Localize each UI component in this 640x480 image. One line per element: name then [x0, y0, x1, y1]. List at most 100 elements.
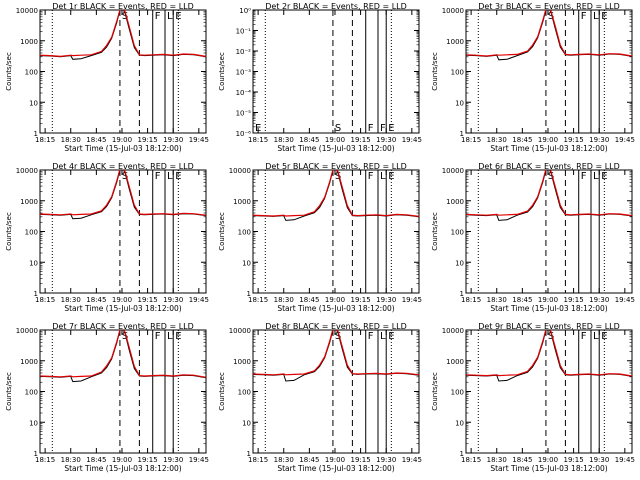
- x-tick-label: 18:15: [248, 296, 268, 304]
- x-axis-label: Start Time (15-Jul-03 18:12:00): [277, 144, 394, 153]
- x-tick-label: 19:45: [189, 456, 209, 464]
- x-tick-label: 19:15: [563, 136, 583, 144]
- marker-letter: E: [601, 11, 607, 22]
- y-tick-label: 1: [34, 290, 38, 298]
- marker-letter: F: [155, 331, 161, 342]
- lld-series-line: [466, 170, 632, 217]
- x-tick-label: 18:45: [512, 456, 532, 464]
- y-tick-label: 10⁻⁵: [236, 110, 252, 118]
- x-tick-label: 19:30: [163, 296, 183, 304]
- x-tick-label: 18:30: [61, 296, 81, 304]
- x-tick-label: 18:45: [299, 136, 319, 144]
- x-tick-label: 18:30: [487, 136, 507, 144]
- x-tick-label: 19:15: [563, 296, 583, 304]
- marker-letter: F: [155, 171, 161, 182]
- marker-letter: S: [335, 171, 341, 182]
- y-tick-label: 10000: [442, 327, 464, 335]
- y-tick-label: 1000: [20, 38, 38, 46]
- y-tick-label: 10000: [16, 7, 38, 15]
- x-tick-label: 19:15: [350, 296, 370, 304]
- panel-3: Det 3r BLACK = Events, RED = LLD 1 10 100 10…: [431, 2, 635, 153]
- x-tick-label: 18:15: [461, 136, 481, 144]
- x-tick-label: 19:00: [538, 456, 558, 464]
- panel-title: Det 6r BLACK = Events, RED = LLD: [478, 162, 620, 171]
- y-tick-label: 10: [455, 259, 464, 267]
- y-axis-label: Counts/sec: [218, 372, 226, 411]
- marker-letter: E: [175, 331, 181, 342]
- y-tick-label: 100: [238, 229, 251, 237]
- marker-letter: E: [175, 171, 181, 182]
- panel-title: Det 2r BLACK = Events, RED = LLD: [265, 2, 407, 11]
- x-tick-label: 19:00: [112, 136, 132, 144]
- x-tick-label: 19:00: [538, 136, 558, 144]
- marker-letter: S: [335, 331, 341, 342]
- x-tick-label: 19:15: [137, 296, 157, 304]
- marker-letter: F: [581, 331, 587, 342]
- y-tick-label: 10000: [229, 167, 251, 175]
- y-tick-label: 10⁻⁴: [236, 89, 252, 97]
- x-tick-label: 18:45: [299, 456, 319, 464]
- x-tick-label: 19:45: [189, 136, 209, 144]
- marker-letter: L: [593, 171, 599, 182]
- plot-frame: [465, 329, 633, 454]
- y-tick-label: 1: [460, 130, 464, 138]
- x-tick-label: 18:15: [461, 456, 481, 464]
- x-tick-label: 19:15: [137, 136, 157, 144]
- panel-5: Det 5r BLACK = Events, RED = LLD 1 10 100 10…: [218, 162, 422, 313]
- y-axis-label: Counts/sec: [5, 212, 13, 251]
- y-tick-label: 10: [29, 259, 38, 267]
- y-tick-label: 10⁰: [239, 7, 251, 15]
- x-tick-label: 19:45: [402, 456, 422, 464]
- panel-2: Det 2r BLACK = Events, RED = LLD 10⁻⁶ 10⁻⁵…: [218, 2, 422, 153]
- panel-title: Det 5r BLACK = Events, RED = LLD: [265, 162, 407, 171]
- y-axis-label: Counts/sec: [431, 372, 439, 411]
- x-tick-label: 18:45: [86, 296, 106, 304]
- plot-frame: [252, 169, 420, 294]
- x-tick-label: 19:45: [402, 296, 422, 304]
- x-tick-label: 19:15: [350, 136, 370, 144]
- y-tick-label: 1: [34, 130, 38, 138]
- y-tick-label: 100: [25, 389, 38, 397]
- x-tick-label: 19:45: [615, 296, 635, 304]
- marker-letter: L: [593, 11, 599, 22]
- marker-letter: F: [368, 331, 374, 342]
- x-tick-label: 18:45: [512, 296, 532, 304]
- lld-series-line: [40, 330, 206, 378]
- y-tick-label: 10: [29, 419, 38, 427]
- lld-series-line: [466, 10, 632, 57]
- y-axis-label: Counts/sec: [5, 52, 13, 91]
- x-tick-label: 19:00: [325, 296, 345, 304]
- y-axis-label: Counts/sec: [218, 212, 226, 251]
- x-axis-label: Start Time (15-Jul-03 18:12:00): [490, 144, 607, 153]
- x-tick-label: 18:30: [274, 296, 294, 304]
- x-tick-label: 19:00: [112, 456, 132, 464]
- y-axis-label: Counts/sec: [431, 52, 439, 91]
- y-tick-label: 100: [451, 69, 464, 77]
- panel-1: Det 1r BLACK = Events, RED = LLD 1 10 100 10…: [5, 2, 209, 153]
- x-tick-label: 18:15: [248, 136, 268, 144]
- y-tick-label: 1: [247, 450, 251, 458]
- x-tick-label: 18:30: [61, 136, 81, 144]
- y-axis-label: Counts/sec: [5, 372, 13, 411]
- x-tick-label: 18:15: [35, 136, 55, 144]
- y-tick-label: 10: [29, 99, 38, 107]
- marker-letter: F: [581, 171, 587, 182]
- marker-letter: S: [335, 123, 341, 134]
- panel-title: Det 3r BLACK = Events, RED = LLD: [478, 2, 620, 11]
- y-tick-label: 1: [460, 290, 464, 298]
- y-tick-label: 1000: [446, 198, 464, 206]
- x-axis-label: Start Time (15-Jul-03 18:12:00): [64, 464, 181, 473]
- panel-title: Det 4r BLACK = Events, RED = LLD: [52, 162, 194, 171]
- y-tick-label: 1: [460, 450, 464, 458]
- x-tick-label: 18:30: [487, 296, 507, 304]
- x-axis-label: Start Time (15-Jul-03 18:12:00): [490, 464, 607, 473]
- marker-letter: L: [593, 331, 599, 342]
- marker-letter: F: [380, 123, 386, 134]
- x-tick-label: 18:45: [86, 136, 106, 144]
- y-tick-label: 10⁻¹: [236, 28, 252, 36]
- marker-letter: E: [388, 331, 394, 342]
- x-tick-label: 18:45: [299, 296, 319, 304]
- x-tick-label: 19:45: [189, 296, 209, 304]
- panel-6: Det 6r BLACK = Events, RED = LLD 1 10 100 10…: [431, 162, 635, 313]
